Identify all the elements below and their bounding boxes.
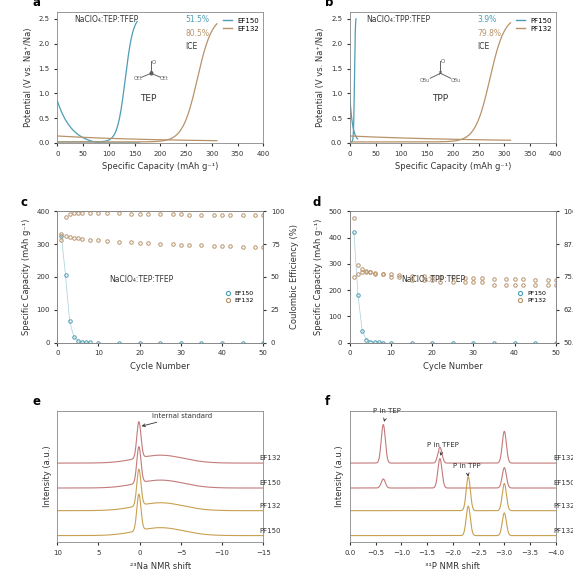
Text: ICE: ICE	[185, 42, 197, 51]
Text: NaClO₄:TEP:TFEP: NaClO₄:TEP:TFEP	[74, 16, 138, 24]
Y-axis label: Potential (V vs. Na⁺/Na): Potential (V vs. Na⁺/Na)	[316, 28, 325, 127]
Text: e: e	[33, 395, 41, 409]
X-axis label: Specific Capacity (mAh g⁻¹): Specific Capacity (mAh g⁻¹)	[102, 162, 218, 171]
Y-axis label: Coulombic Efficiency (%): Coulombic Efficiency (%)	[290, 224, 299, 329]
Legend: PF150, PF132: PF150, PF132	[513, 15, 555, 35]
Text: EF132: EF132	[554, 455, 573, 461]
X-axis label: Cycle Number: Cycle Number	[423, 362, 482, 371]
Text: PF132: PF132	[259, 503, 281, 509]
Legend: PF150, PF132: PF150, PF132	[516, 288, 548, 305]
Text: b: b	[325, 0, 333, 9]
Text: NaClO₄:TEP:TFEP: NaClO₄:TEP:TFEP	[109, 275, 173, 284]
Text: PF150: PF150	[259, 528, 281, 534]
Text: NaClO₄:TPP:TFEP: NaClO₄:TPP:TFEP	[366, 16, 430, 24]
X-axis label: ²³Na NMR shift: ²³Na NMR shift	[129, 561, 191, 571]
Y-axis label: Specific Capacity (mAh g⁻¹): Specific Capacity (mAh g⁻¹)	[314, 219, 323, 335]
Y-axis label: Intensity (a.u.): Intensity (a.u.)	[43, 446, 52, 508]
Y-axis label: Intensity (a.u.): Intensity (a.u.)	[335, 446, 344, 508]
Text: P in TFEP: P in TFEP	[427, 442, 459, 455]
Text: 80.5%: 80.5%	[185, 29, 209, 38]
Legend: EF150, EF132: EF150, EF132	[221, 15, 262, 35]
Text: P in TEP: P in TEP	[373, 409, 401, 421]
Text: f: f	[325, 395, 331, 409]
Text: ICE: ICE	[477, 42, 490, 51]
Text: 79.8%: 79.8%	[477, 29, 501, 38]
Text: 51.5%: 51.5%	[185, 16, 209, 24]
Text: TPP: TPP	[433, 94, 449, 103]
X-axis label: Specific Capacity (mAh g⁻¹): Specific Capacity (mAh g⁻¹)	[395, 162, 511, 171]
Text: 3.9%: 3.9%	[477, 16, 497, 24]
Text: NaClO₄:TPP:TFEP: NaClO₄:TPP:TFEP	[401, 275, 465, 284]
Y-axis label: Specific Capacity (mAh g⁻¹): Specific Capacity (mAh g⁻¹)	[22, 219, 30, 335]
Text: TEP: TEP	[140, 94, 156, 103]
Text: PF132: PF132	[554, 503, 573, 509]
Y-axis label: Potential (V vs. Na⁺/Na): Potential (V vs. Na⁺/Na)	[24, 28, 33, 127]
Text: EF150: EF150	[554, 480, 573, 486]
Text: EF132: EF132	[259, 455, 281, 461]
X-axis label: ³¹P NMR shift: ³¹P NMR shift	[425, 561, 480, 571]
Text: d: d	[313, 196, 321, 209]
Text: PF132: PF132	[554, 528, 573, 534]
Text: EF150: EF150	[259, 480, 281, 486]
X-axis label: Cycle Number: Cycle Number	[131, 362, 190, 371]
Legend: EF150, EF132: EF150, EF132	[223, 288, 256, 305]
Text: a: a	[33, 0, 41, 9]
Text: Internal standard: Internal standard	[143, 413, 212, 426]
Text: P in TPP: P in TPP	[453, 463, 480, 476]
Text: c: c	[20, 196, 28, 209]
